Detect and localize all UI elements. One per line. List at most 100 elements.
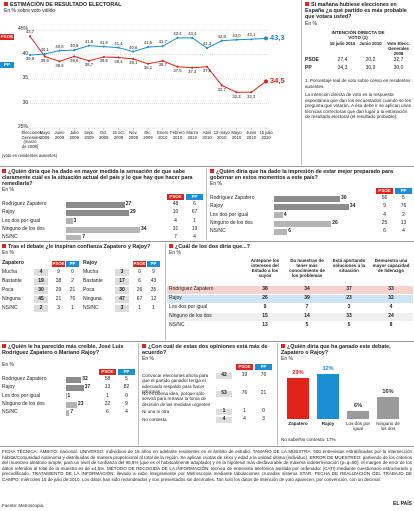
- point: [28, 53, 32, 57]
- bar: [317, 374, 339, 419]
- bar: [66, 210, 130, 216]
- cell: 31: [172, 225, 179, 232]
- cell: 26: [262, 295, 268, 301]
- x-tick-label: Oct. 2009: [99, 130, 109, 140]
- group-name: Zapatero: [2, 260, 24, 266]
- cell: 0: [138, 269, 141, 275]
- x-label: Rajoy: [321, 421, 335, 426]
- cell: 6: [138, 278, 141, 284]
- bar-value: 6: [288, 228, 291, 235]
- divider: [138, 343, 139, 445]
- row-label: Los dos por igual: [2, 217, 41, 224]
- cell: 4: [216, 416, 232, 423]
- x-tick-label: Elecciones Generales (marzo de 2008): [21, 130, 42, 150]
- column-header: Antepone los intereses del Estado a los …: [250, 258, 280, 278]
- note: 1. Porcentaje real de voto sobre censo e…: [305, 78, 411, 89]
- x-tick-label: Abril 2010: [202, 130, 212, 140]
- value-label: 40,8: [55, 43, 64, 49]
- point: [117, 56, 120, 59]
- column-header: PSOE: [167, 194, 184, 200]
- cell: 53: [216, 390, 232, 397]
- point: [250, 91, 253, 94]
- row-bg: [167, 312, 413, 321]
- column-header: PSOE: [236, 364, 253, 370]
- row-label: Mucha: [83, 269, 99, 275]
- row-label: Ninguna: [2, 296, 21, 302]
- bar-value: 1: [67, 392, 71, 399]
- bar-value: 30: [341, 195, 347, 201]
- cell: 13: [400, 219, 407, 226]
- value-label: 43,7: [25, 29, 35, 35]
- cell: 3: [57, 305, 60, 311]
- bar: [66, 385, 84, 391]
- cell: 25: [381, 219, 388, 226]
- value-label: 40,1: [40, 47, 49, 52]
- x-tick-label: Junio 2009: [54, 130, 65, 140]
- value-label: 41,4: [114, 40, 123, 46]
- point: [146, 46, 150, 49]
- cell: 4: [389, 304, 393, 310]
- value-label: 38,7: [158, 62, 167, 68]
- bar: [66, 401, 77, 408]
- cell: 26: [136, 287, 143, 293]
- cell: 76: [69, 296, 76, 302]
- cell: 56: [381, 195, 388, 201]
- cell: 10: [172, 209, 179, 216]
- cell: 3: [347, 304, 351, 310]
- divider: [165, 243, 166, 340]
- x-tick-label: 15 julio 2010: [259, 130, 273, 140]
- column-header: Da muestras de tener más conocimiento de…: [289, 258, 325, 278]
- cell: 4: [125, 409, 128, 416]
- cell: 21: [69, 287, 76, 293]
- cell: 58: [104, 376, 111, 382]
- value-label: 6%: [353, 402, 363, 409]
- row-label: Ninguno de los dos: [169, 313, 212, 319]
- point: [235, 91, 238, 94]
- x-tick-label: 15 oct. 2009: [112, 130, 125, 140]
- row-label: Ninguno de los dos: [210, 219, 253, 226]
- value-label: 32%: [322, 366, 334, 373]
- point: [146, 62, 150, 65]
- row-label: NS/NC: [2, 305, 18, 311]
- group-header: INTENCIÓN DIRECTA DE VOTO (1): [331, 30, 385, 40]
- cell: 9: [57, 269, 60, 275]
- group-name: Rajoy: [83, 260, 98, 266]
- ficha: FICHA TÉCNICA: ÁMBITO: nacional. UNIVERS…: [2, 449, 412, 482]
- value-label: 40,9: [70, 43, 79, 49]
- row-label: PSOE: [305, 57, 319, 63]
- value-label: 39,1: [129, 60, 138, 66]
- value-label: 29%: [292, 370, 304, 377]
- column-header: PSOE: [133, 261, 146, 267]
- cell: 27,4: [337, 57, 348, 63]
- cell: 19: [191, 225, 198, 232]
- value-label: 37,5: [173, 68, 182, 74]
- cell: 4: [174, 217, 177, 224]
- row-label: Poca: [83, 287, 95, 293]
- column-header: 15 julio 2010: [329, 41, 356, 46]
- divider: [301, 0, 302, 165]
- unit: En %: [169, 250, 181, 256]
- cell: 76: [400, 203, 407, 210]
- bar-value: 3: [73, 217, 77, 224]
- confidence-table: Tras el debate ¿le inspiran confianza Za…: [0, 243, 164, 340]
- cell: 35: [150, 287, 157, 293]
- cell: 34,3: [337, 65, 348, 71]
- source: Fuente: Metroscopia.: [2, 503, 45, 508]
- bar: [287, 378, 309, 419]
- cell: 30: [115, 287, 129, 294]
- column-header: PSOE: [52, 261, 65, 267]
- note: (voto en residentes ausentes): [2, 153, 58, 158]
- bar: [274, 204, 349, 210]
- bar-table: ¿Quién diría que ha dado en mayor medida…: [0, 168, 205, 240]
- row-label: PP: [305, 65, 312, 71]
- bar: [274, 195, 340, 202]
- bar-value: 7: [70, 409, 74, 416]
- cell: 15: [262, 313, 268, 319]
- unit: En %: [210, 181, 222, 187]
- point: [43, 52, 46, 56]
- cell: 8: [389, 322, 393, 328]
- row-label: NS/NC: [169, 322, 185, 328]
- value-label: 43,4: [188, 30, 197, 36]
- bar-table: ¿Quién diría que ha dado la impresión de…: [208, 168, 414, 240]
